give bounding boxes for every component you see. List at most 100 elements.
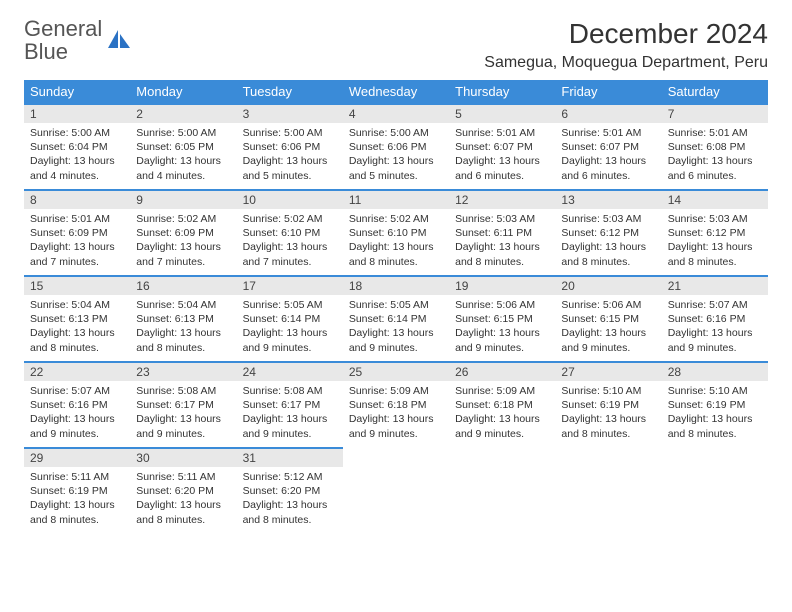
sunrise-text: Sunrise: 5:00 AM	[136, 126, 230, 140]
day-info: Sunrise: 5:01 AMSunset: 6:07 PMDaylight:…	[555, 123, 661, 189]
day-info: Sunrise: 5:12 AMSunset: 6:20 PMDaylight:…	[237, 467, 343, 533]
day-number: 9	[130, 191, 236, 209]
day-info: Sunrise: 5:11 AMSunset: 6:20 PMDaylight:…	[130, 467, 236, 533]
day-number: 31	[237, 449, 343, 467]
logo-text-1: General	[24, 16, 102, 41]
sunset-text: Sunset: 6:06 PM	[349, 140, 443, 154]
sunrise-text: Sunrise: 5:08 AM	[243, 384, 337, 398]
day-info: Sunrise: 5:03 AMSunset: 6:11 PMDaylight:…	[449, 209, 555, 275]
header: General Blue December 2024 Samegua, Moqu…	[24, 18, 768, 72]
sunrise-text: Sunrise: 5:03 AM	[561, 212, 655, 226]
sunset-text: Sunset: 6:12 PM	[668, 226, 762, 240]
day-number: 20	[555, 277, 661, 295]
daylight-text: Daylight: 13 hours and 9 minutes.	[243, 326, 337, 354]
daylight-text: Daylight: 13 hours and 8 minutes.	[30, 326, 124, 354]
weekday-header: Wednesday	[343, 80, 449, 104]
sunrise-text: Sunrise: 5:05 AM	[243, 298, 337, 312]
sunrise-text: Sunrise: 5:06 AM	[455, 298, 549, 312]
weekday-header: Thursday	[449, 80, 555, 104]
day-cell: 28Sunrise: 5:10 AMSunset: 6:19 PMDayligh…	[662, 362, 768, 448]
day-info: Sunrise: 5:03 AMSunset: 6:12 PMDaylight:…	[662, 209, 768, 275]
day-cell: 1Sunrise: 5:00 AMSunset: 6:04 PMDaylight…	[24, 104, 130, 190]
sunset-text: Sunset: 6:20 PM	[136, 484, 230, 498]
empty-cell	[662, 448, 768, 534]
day-info: Sunrise: 5:03 AMSunset: 6:12 PMDaylight:…	[555, 209, 661, 275]
empty-cell	[343, 448, 449, 534]
sunrise-text: Sunrise: 5:00 AM	[30, 126, 124, 140]
sunset-text: Sunset: 6:19 PM	[668, 398, 762, 412]
sunset-text: Sunset: 6:04 PM	[30, 140, 124, 154]
day-info: Sunrise: 5:00 AMSunset: 6:05 PMDaylight:…	[130, 123, 236, 189]
sunrise-text: Sunrise: 5:11 AM	[136, 470, 230, 484]
sunrise-text: Sunrise: 5:07 AM	[668, 298, 762, 312]
daylight-text: Daylight: 13 hours and 9 minutes.	[349, 412, 443, 440]
sunset-text: Sunset: 6:13 PM	[30, 312, 124, 326]
sunrise-text: Sunrise: 5:09 AM	[349, 384, 443, 398]
month-title: December 2024	[484, 18, 768, 50]
day-info: Sunrise: 5:05 AMSunset: 6:14 PMDaylight:…	[343, 295, 449, 361]
day-cell: 13Sunrise: 5:03 AMSunset: 6:12 PMDayligh…	[555, 190, 661, 276]
day-cell: 16Sunrise: 5:04 AMSunset: 6:13 PMDayligh…	[130, 276, 236, 362]
daylight-text: Daylight: 13 hours and 8 minutes.	[349, 240, 443, 268]
daylight-text: Daylight: 13 hours and 8 minutes.	[243, 498, 337, 526]
day-info: Sunrise: 5:00 AMSunset: 6:04 PMDaylight:…	[24, 123, 130, 189]
day-number: 11	[343, 191, 449, 209]
daylight-text: Daylight: 13 hours and 7 minutes.	[243, 240, 337, 268]
day-cell: 7Sunrise: 5:01 AMSunset: 6:08 PMDaylight…	[662, 104, 768, 190]
sunrise-text: Sunrise: 5:04 AM	[136, 298, 230, 312]
daylight-text: Daylight: 13 hours and 9 minutes.	[136, 412, 230, 440]
sunrise-text: Sunrise: 5:08 AM	[136, 384, 230, 398]
day-cell: 14Sunrise: 5:03 AMSunset: 6:12 PMDayligh…	[662, 190, 768, 276]
day-number: 6	[555, 105, 661, 123]
daylight-text: Daylight: 13 hours and 6 minutes.	[561, 154, 655, 182]
daylight-text: Daylight: 13 hours and 9 minutes.	[561, 326, 655, 354]
sunset-text: Sunset: 6:19 PM	[561, 398, 655, 412]
calendar-row: 15Sunrise: 5:04 AMSunset: 6:13 PMDayligh…	[24, 276, 768, 362]
day-number: 13	[555, 191, 661, 209]
day-info: Sunrise: 5:08 AMSunset: 6:17 PMDaylight:…	[130, 381, 236, 447]
day-cell: 18Sunrise: 5:05 AMSunset: 6:14 PMDayligh…	[343, 276, 449, 362]
logo: General Blue	[24, 18, 132, 64]
day-cell: 31Sunrise: 5:12 AMSunset: 6:20 PMDayligh…	[237, 448, 343, 534]
sunrise-text: Sunrise: 5:04 AM	[30, 298, 124, 312]
empty-cell	[555, 448, 661, 534]
daylight-text: Daylight: 13 hours and 6 minutes.	[668, 154, 762, 182]
day-number: 18	[343, 277, 449, 295]
daylight-text: Daylight: 13 hours and 4 minutes.	[30, 154, 124, 182]
day-cell: 19Sunrise: 5:06 AMSunset: 6:15 PMDayligh…	[449, 276, 555, 362]
day-number: 27	[555, 363, 661, 381]
day-number: 16	[130, 277, 236, 295]
sunset-text: Sunset: 6:16 PM	[30, 398, 124, 412]
day-cell: 6Sunrise: 5:01 AMSunset: 6:07 PMDaylight…	[555, 104, 661, 190]
day-info: Sunrise: 5:08 AMSunset: 6:17 PMDaylight:…	[237, 381, 343, 447]
day-cell: 29Sunrise: 5:11 AMSunset: 6:19 PMDayligh…	[24, 448, 130, 534]
sunset-text: Sunset: 6:14 PM	[349, 312, 443, 326]
day-info: Sunrise: 5:01 AMSunset: 6:07 PMDaylight:…	[449, 123, 555, 189]
day-number: 21	[662, 277, 768, 295]
day-cell: 21Sunrise: 5:07 AMSunset: 6:16 PMDayligh…	[662, 276, 768, 362]
day-number: 5	[449, 105, 555, 123]
day-info: Sunrise: 5:05 AMSunset: 6:14 PMDaylight:…	[237, 295, 343, 361]
sunrise-text: Sunrise: 5:02 AM	[136, 212, 230, 226]
daylight-text: Daylight: 13 hours and 7 minutes.	[136, 240, 230, 268]
day-info: Sunrise: 5:09 AMSunset: 6:18 PMDaylight:…	[449, 381, 555, 447]
location: Samegua, Moquegua Department, Peru	[484, 54, 768, 72]
sunrise-text: Sunrise: 5:02 AM	[349, 212, 443, 226]
sunrise-text: Sunrise: 5:10 AM	[561, 384, 655, 398]
day-info: Sunrise: 5:10 AMSunset: 6:19 PMDaylight:…	[555, 381, 661, 447]
calendar: SundayMondayTuesdayWednesdayThursdayFrid…	[24, 80, 768, 534]
day-number: 1	[24, 105, 130, 123]
sunset-text: Sunset: 6:09 PM	[30, 226, 124, 240]
sunrise-text: Sunrise: 5:06 AM	[561, 298, 655, 312]
calendar-row: 8Sunrise: 5:01 AMSunset: 6:09 PMDaylight…	[24, 190, 768, 276]
sunrise-text: Sunrise: 5:01 AM	[561, 126, 655, 140]
daylight-text: Daylight: 13 hours and 8 minutes.	[455, 240, 549, 268]
sunrise-text: Sunrise: 5:00 AM	[349, 126, 443, 140]
sunrise-text: Sunrise: 5:00 AM	[243, 126, 337, 140]
day-number: 19	[449, 277, 555, 295]
logo-sail-icon	[106, 28, 132, 54]
daylight-text: Daylight: 13 hours and 9 minutes.	[455, 326, 549, 354]
sunset-text: Sunset: 6:07 PM	[561, 140, 655, 154]
day-number: 2	[130, 105, 236, 123]
sunrise-text: Sunrise: 5:01 AM	[455, 126, 549, 140]
